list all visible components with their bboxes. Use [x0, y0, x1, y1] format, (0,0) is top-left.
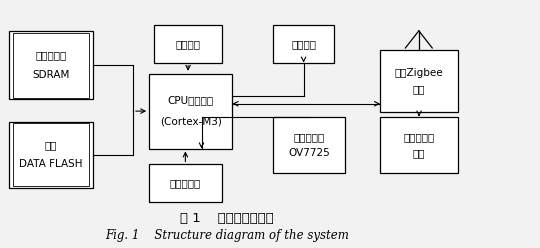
- Text: 电机运动: 电机运动: [291, 39, 316, 49]
- Bar: [380, 50, 458, 112]
- Text: OV7725: OV7725: [288, 148, 330, 158]
- Text: 外部: 外部: [45, 140, 57, 150]
- Text: SDRAM: SDRAM: [32, 70, 70, 80]
- Text: 电源模块: 电源模块: [176, 39, 200, 49]
- Bar: [273, 25, 334, 63]
- Bar: [9, 122, 93, 188]
- Text: 红外探测器: 红外探测器: [170, 179, 201, 188]
- Text: 外部存储器: 外部存储器: [36, 51, 67, 61]
- Text: CPU处理模块: CPU处理模块: [168, 96, 214, 106]
- Bar: [149, 74, 232, 149]
- Text: 模块: 模块: [413, 148, 426, 158]
- Text: 无线Zigbee: 无线Zigbee: [395, 67, 443, 78]
- Bar: [149, 164, 221, 202]
- Bar: [154, 25, 221, 63]
- Text: 模块: 模块: [413, 85, 426, 95]
- Bar: [13, 123, 89, 186]
- Bar: [9, 31, 93, 99]
- Bar: [273, 117, 345, 173]
- Text: (Cortex-M3): (Cortex-M3): [160, 117, 222, 126]
- Text: 图像传感器: 图像传感器: [293, 132, 325, 142]
- Text: Fig. 1    Structure diagram of the system: Fig. 1 Structure diagram of the system: [105, 229, 349, 242]
- Text: DATA FLASH: DATA FLASH: [19, 159, 83, 169]
- Bar: [380, 117, 458, 173]
- Bar: [13, 32, 89, 98]
- Text: 温度传感器: 温度传感器: [403, 132, 435, 142]
- Text: 图 1    系统总体结构图: 图 1 系统总体结构图: [180, 212, 274, 225]
